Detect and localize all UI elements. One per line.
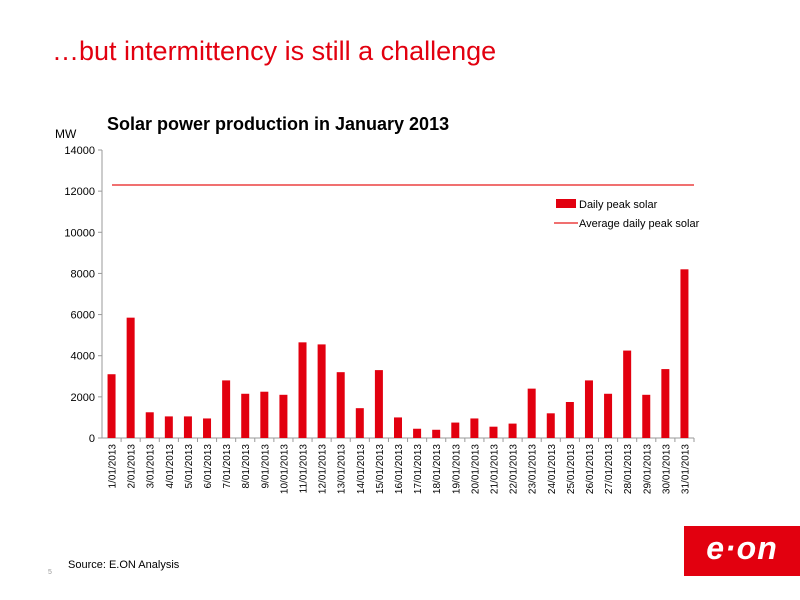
x-tick-label: 17/01/2013 (413, 444, 424, 494)
x-tick-label: 28/01/2013 (623, 444, 634, 494)
x-tick-label: 8/01/2013 (241, 444, 252, 489)
bar-15/01/2013 (374, 370, 383, 438)
legend-label-daily-peak: Daily peak solar (579, 199, 658, 211)
x-tick-label: 11/01/2013 (299, 444, 310, 494)
eon-logo: e·on (684, 526, 800, 576)
y-axis-ticks: 0 2000 4000 6000 8000 10000 12000 14000 (64, 145, 102, 445)
y-tick-label: 6000 (71, 310, 95, 322)
bar-11/01/2013 (298, 342, 307, 438)
bar-5/01/2013 (183, 416, 192, 438)
x-tick-label: 29/01/2013 (642, 444, 653, 494)
x-tick-label: 20/01/2013 (470, 444, 481, 494)
bar-31/01/2013 (680, 269, 689, 438)
x-tick-label: 21/01/2013 (489, 444, 500, 494)
x-tick-label: 1/01/2013 (108, 444, 119, 489)
x-tick-label: 12/01/2013 (318, 444, 329, 494)
x-tick-label: 24/01/2013 (547, 444, 558, 494)
y-tick-label: 4000 (71, 351, 95, 363)
x-tick-label: 13/01/2013 (337, 444, 348, 494)
x-tick-label: 18/01/2013 (432, 444, 443, 494)
bar-19/01/2013 (451, 422, 460, 438)
y-tick-label: 8000 (71, 268, 95, 280)
bar-12/01/2013 (317, 344, 326, 438)
bar-23/01/2013 (527, 388, 536, 438)
bar-22/01/2013 (508, 423, 517, 438)
x-tick-label: 6/01/2013 (203, 444, 214, 489)
eon-logo-text: e·on (706, 530, 778, 566)
x-tick-label: 19/01/2013 (451, 444, 462, 494)
x-tick-label: 10/01/2013 (279, 444, 290, 494)
y-tick-label: 10000 (64, 227, 95, 239)
x-tick-label: 26/01/2013 (585, 444, 596, 494)
x-tick-label: 5/01/2013 (184, 444, 195, 489)
x-tick-label: 27/01/2013 (604, 444, 615, 494)
bar-14/01/2013 (355, 408, 364, 438)
x-tick-label: 7/01/2013 (222, 444, 233, 489)
legend: Daily peak solar Average daily peak sola… (554, 199, 700, 230)
bar-3/01/2013 (145, 412, 154, 438)
y-tick-label: 0 (89, 433, 95, 445)
x-tick-label: 31/01/2013 (680, 444, 691, 494)
slide-title: …but intermittency is still a challenge (52, 36, 497, 66)
y-tick-label: 2000 (71, 392, 95, 404)
bar-8/01/2013 (241, 393, 250, 438)
y-tick-label: 14000 (64, 145, 95, 157)
x-tick-label: 25/01/2013 (566, 444, 577, 494)
bar-18/01/2013 (432, 429, 441, 438)
x-tick-label: 3/01/2013 (146, 444, 157, 489)
chart-title: Solar power production in January 2013 (107, 114, 449, 134)
bar-1/01/2013 (107, 374, 116, 438)
x-tick-label: 22/01/2013 (509, 444, 520, 494)
source-note: Source: E.ON Analysis (68, 559, 180, 571)
bar-29/01/2013 (642, 394, 651, 438)
x-tick-label: 9/01/2013 (260, 444, 271, 489)
x-tick-label: 23/01/2013 (528, 444, 539, 494)
bar-26/01/2013 (584, 380, 593, 438)
legend-label-average: Average daily peak solar (579, 218, 700, 230)
bar-25/01/2013 (565, 402, 574, 438)
bar-6/01/2013 (203, 418, 212, 438)
bar-4/01/2013 (164, 416, 173, 438)
page-number: 5 (48, 569, 52, 576)
x-tick-label: 4/01/2013 (165, 444, 176, 489)
bar-10/01/2013 (279, 394, 288, 438)
bar-30/01/2013 (661, 369, 670, 438)
x-tick-label: 15/01/2013 (375, 444, 386, 494)
bars-group (107, 269, 689, 438)
bar-20/01/2013 (470, 418, 479, 438)
x-tick-label: 30/01/2013 (661, 444, 672, 494)
bar-9/01/2013 (260, 391, 269, 438)
bar-16/01/2013 (394, 417, 402, 438)
bar-7/01/2013 (222, 380, 231, 438)
bar-13/01/2013 (336, 372, 345, 438)
bar-21/01/2013 (489, 426, 498, 438)
bar-28/01/2013 (623, 350, 632, 438)
y-tick-label: 12000 (64, 186, 95, 198)
legend-swatch-daily-peak (556, 199, 576, 208)
bar-17/01/2013 (413, 428, 422, 438)
x-tick-label: 14/01/2013 (356, 444, 367, 494)
bar-27/01/2013 (604, 393, 613, 438)
bar-24/01/2013 (546, 413, 555, 438)
y-axis-unit-label: MW (55, 127, 77, 141)
x-tick-label: 16/01/2013 (394, 444, 405, 494)
x-axis-ticks: 1/01/2013 2/01/2013 3/01/2013 4/01/2013 5/01… (108, 438, 695, 494)
x-tick-label: 2/01/2013 (127, 444, 138, 489)
bar-2/01/2013 (126, 317, 135, 438)
